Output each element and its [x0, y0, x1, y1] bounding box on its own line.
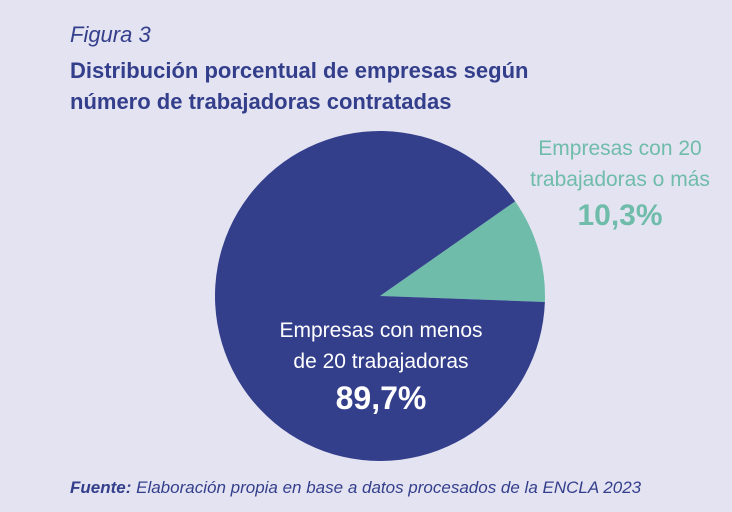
slice-value-small: 10,3% — [577, 199, 662, 232]
pie-slice-20-or-more — [380, 201, 545, 302]
slice-value-large: 89,7% — [336, 380, 427, 416]
source-text: Elaboración propia en base a datos proce… — [131, 478, 642, 497]
slice-label-small: Empresas con 20 trabajadoras o más 10,3% — [530, 137, 710, 232]
slice-label-large-line-2: de 20 trabajadoras — [293, 350, 468, 373]
figure-number: Figura 3 — [70, 22, 151, 47]
source-note: Fuente: Elaboración propia en base a dat… — [70, 478, 641, 498]
slice-label-large-line-1: Empresas con menos — [279, 319, 482, 342]
slice-label-large: Empresas con menos de 20 trabajadoras 89… — [279, 319, 482, 416]
source-prefix: Fuente: — [70, 478, 132, 497]
slice-label-small-line-1: Empresas con 20 — [538, 137, 701, 160]
pie-slices — [215, 131, 545, 461]
chart-title-line-2: número de trabajadoras contratadas — [70, 89, 452, 114]
chart-title-line-1: Distribución porcentual de empresas segú… — [70, 58, 529, 83]
pie-slice-less-than-20 — [215, 131, 545, 461]
chart-title: Distribución porcentual de empresas segú… — [70, 55, 590, 117]
slice-label-small-line-2: trabajadoras o más — [530, 168, 710, 191]
